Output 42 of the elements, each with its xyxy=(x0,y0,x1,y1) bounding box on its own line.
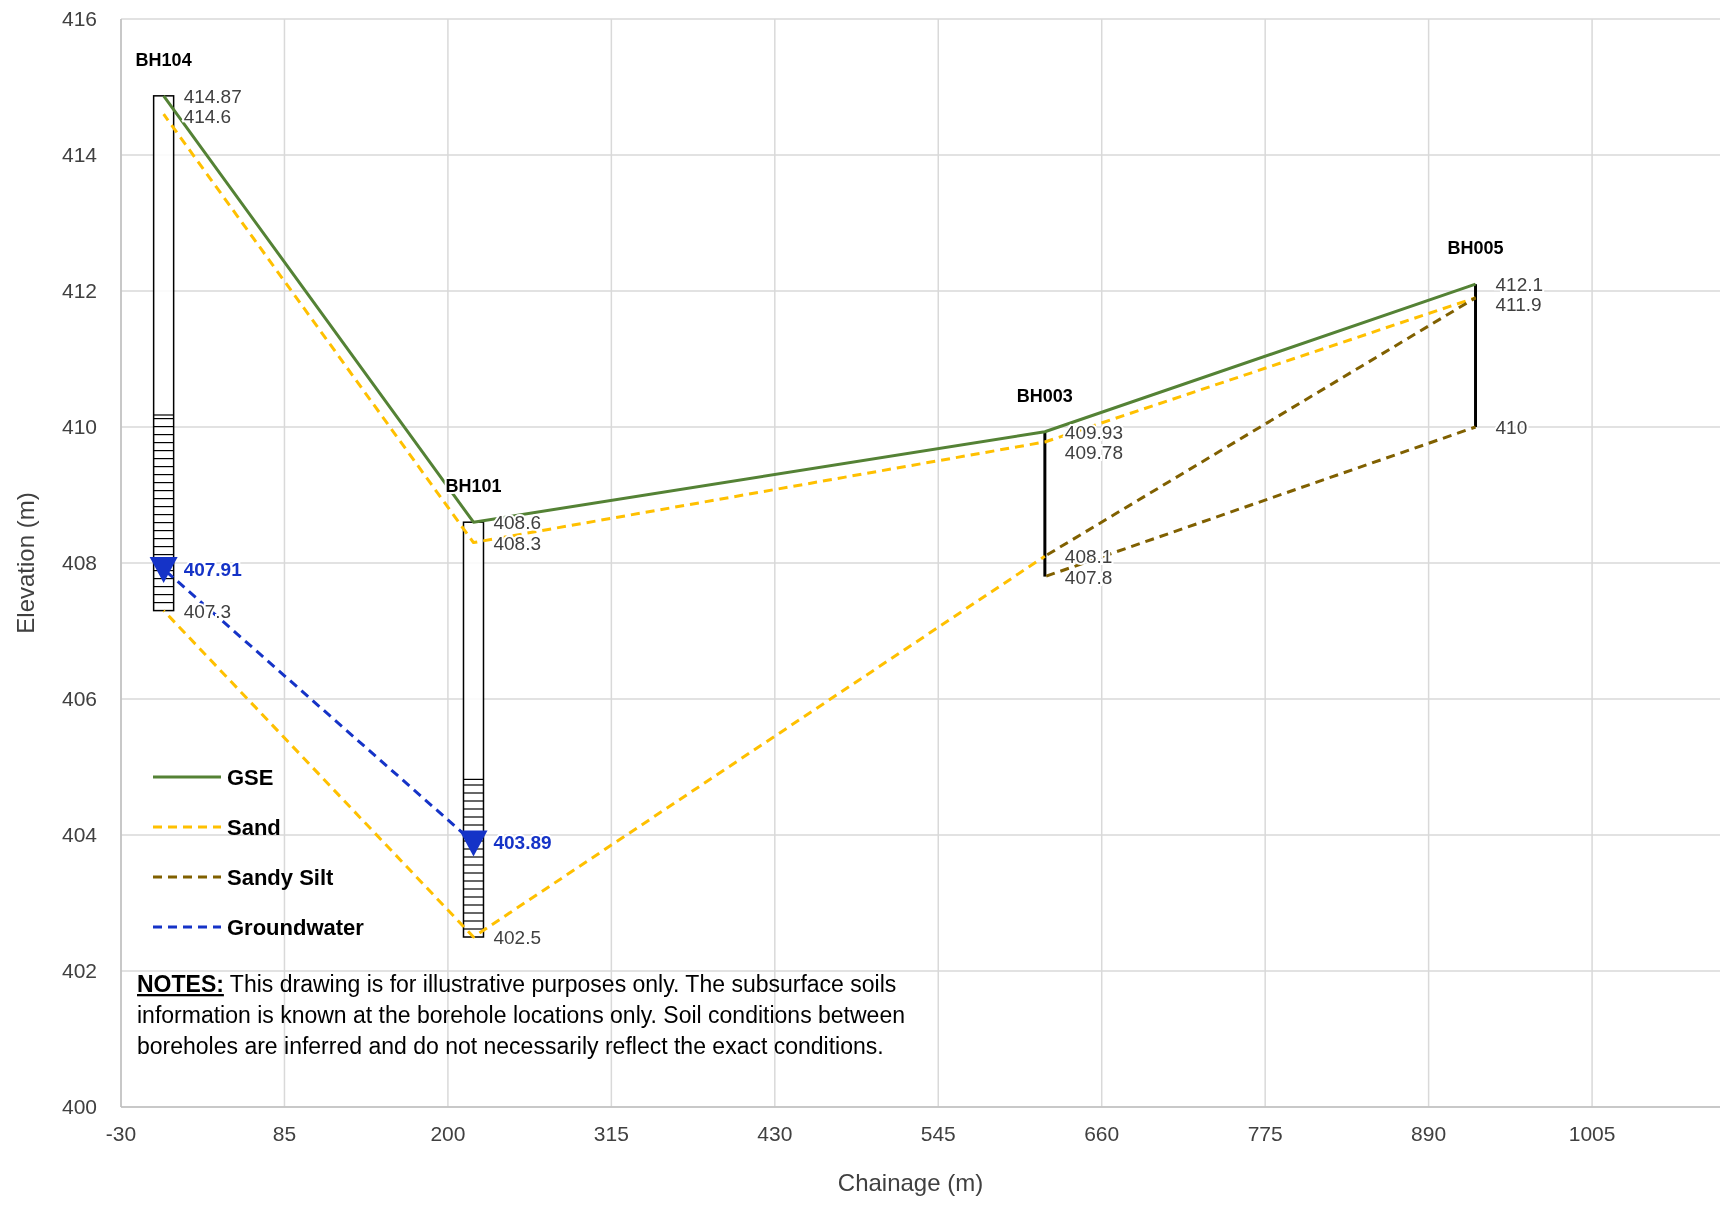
y-tick-label: 408 xyxy=(61,551,97,574)
data-label: 411.9 xyxy=(1495,294,1542,316)
x-tick-label: 890 xyxy=(1411,1122,1447,1145)
x-tick-label: -30 xyxy=(105,1122,137,1145)
data-label: 414.6 xyxy=(183,105,232,127)
data-label: 408.3 xyxy=(493,532,542,554)
annotation: BH003 xyxy=(1016,385,1073,406)
x-tick-label: 85 xyxy=(272,1122,297,1145)
y-tick-label: 404 xyxy=(61,823,98,846)
annotation: BH104 xyxy=(135,49,192,70)
data-label: 403.89 xyxy=(493,832,552,854)
data-label: 407.3 xyxy=(183,600,232,622)
annotation: BH005 xyxy=(1447,238,1504,259)
annotation: NOTES: This drawing is for illustrative purposes only. The subsurface soils information is known at the borehole locations only. Soil conditions between boreholes are inferred and do not necessarily reflect the exact conditions. xyxy=(137,971,905,1059)
x-tick-label: 775 xyxy=(1247,1122,1283,1145)
data-label: 414.87 xyxy=(183,85,242,107)
data-label: 407.8 xyxy=(1064,566,1113,588)
legend-label: Sandy Silt xyxy=(227,865,335,890)
x-tick-label: 315 xyxy=(593,1122,629,1145)
x-tick-label: 1005 xyxy=(1568,1122,1616,1145)
data-label: 409.78 xyxy=(1064,441,1123,463)
y-tick-label: 400 xyxy=(61,1095,97,1118)
y-tick-label: 412 xyxy=(61,279,97,302)
legend-label: Groundwater xyxy=(227,915,365,940)
y-tick-label: 406 xyxy=(61,687,97,710)
y-tick-label: 416 xyxy=(61,7,97,30)
x-tick-label: 660 xyxy=(1084,1122,1120,1145)
data-label: 407.91 xyxy=(183,559,243,581)
data-label: 410 xyxy=(1495,417,1528,438)
x-tick-label: 200 xyxy=(430,1122,466,1145)
legend-label: Sand xyxy=(227,815,281,840)
legend-label: GSE xyxy=(227,765,274,790)
y-tick-label: 414 xyxy=(61,143,98,166)
y-tick-label: 410 xyxy=(61,415,97,438)
x-tick-label: 545 xyxy=(920,1122,956,1145)
x-axis-title: Chainage (m) xyxy=(837,1169,984,1196)
data-label: 412.1 xyxy=(1495,274,1544,296)
x-tick-label: 430 xyxy=(757,1122,793,1145)
y-tick-label: 402 xyxy=(61,959,97,982)
data-label: 408.6 xyxy=(493,512,542,534)
data-label: 402.5 xyxy=(493,927,542,948)
y-axis-title: Elevation (m) xyxy=(12,492,39,634)
